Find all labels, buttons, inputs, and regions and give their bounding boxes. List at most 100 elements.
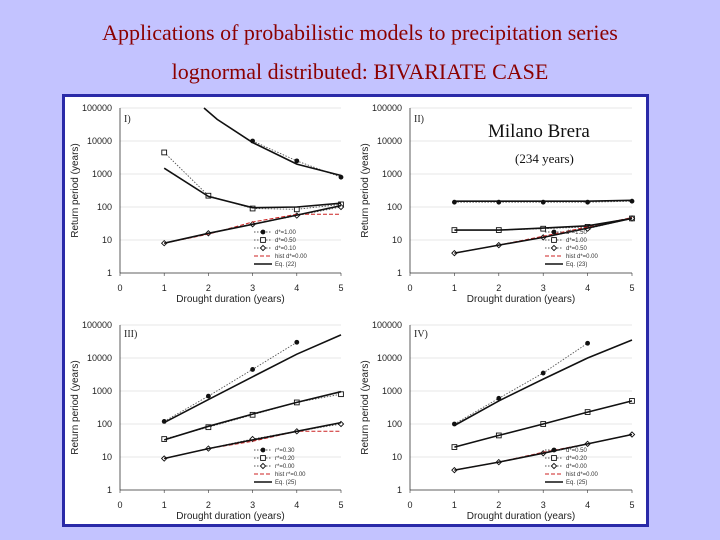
series-line	[454, 199, 633, 202]
panel-label: III)	[124, 329, 137, 340]
x-tick-label: 5	[338, 283, 343, 293]
legend-marker	[551, 447, 557, 453]
series-line	[163, 334, 342, 424]
y-tick-label: 100	[97, 419, 112, 429]
legend-label: d*=0.20	[566, 456, 588, 462]
data-point	[540, 370, 546, 376]
legend-label: d*=1.00	[275, 230, 297, 236]
series-line	[163, 152, 342, 210]
x-tick-label: 3	[250, 500, 255, 510]
legend-label: Eq. (25)	[275, 480, 296, 486]
legend-label: d*=1.50	[566, 230, 588, 236]
x-tick-label: 4	[294, 283, 299, 293]
y-tick-label: 1000	[382, 386, 402, 396]
legend-marker	[551, 229, 557, 235]
legend-label: Eq. (25)	[566, 480, 587, 486]
x-tick-label: 5	[629, 283, 634, 293]
x-tick-label: 3	[250, 283, 255, 293]
x-axis-label: Drought duration (years)	[176, 511, 284, 522]
x-tick-label: 0	[407, 500, 412, 510]
x-tick-label: 5	[629, 500, 634, 510]
legend-marker	[551, 237, 557, 243]
x-tick-label: 2	[496, 283, 501, 293]
y-axis-label: Return period (years)	[70, 360, 81, 454]
data-point	[585, 340, 590, 346]
series-group	[451, 198, 636, 257]
legend-marker	[259, 462, 267, 470]
data-point	[294, 158, 300, 164]
series-line	[454, 400, 633, 448]
y-tick-label: 100000	[82, 320, 112, 330]
y-tick-label: 100000	[372, 320, 402, 330]
series-group	[451, 339, 636, 474]
y-tick-label: 1	[397, 485, 402, 495]
legend: d*=0.50 d*=0.20 d*=0.00 hist d*=0.00 Eq. (25…	[545, 447, 599, 486]
y-tick-label: 10	[102, 235, 112, 245]
figure-frame	[62, 94, 649, 527]
y-tick-label: 1000	[92, 169, 112, 179]
y-axis-label: Return period (years)	[360, 143, 371, 237]
y-tick-label: 100000	[372, 103, 402, 113]
panel-label: II)	[414, 114, 424, 125]
y-tick-label: 10000	[87, 136, 112, 146]
series-line	[164, 213, 341, 244]
x-axis-label: Drought duration (years)	[467, 294, 575, 305]
x-axis-label: Drought duration (years)	[467, 511, 575, 522]
legend-label: d*=0.50	[275, 238, 297, 244]
series-group	[160, 107, 345, 247]
y-tick-label: 1000	[92, 386, 112, 396]
y-tick-label: 10	[392, 235, 402, 245]
legend-label: r*=0.30	[275, 448, 295, 454]
legend-label: d*=0.10	[275, 246, 297, 252]
series-line	[163, 341, 298, 422]
series-line	[164, 430, 341, 459]
y-tick-label: 100	[97, 202, 112, 212]
series-line	[454, 217, 633, 254]
legend-label: d*=0.00	[566, 464, 588, 470]
legend-label: d*=0.50	[566, 448, 588, 454]
station-name: Milano Brera	[488, 121, 590, 142]
x-tick-label: 2	[206, 500, 211, 510]
y-tick-label: 10000	[377, 136, 402, 146]
legend-marker	[259, 244, 267, 252]
series-line	[164, 204, 342, 244]
legend-marker	[260, 447, 266, 453]
data-point	[294, 339, 300, 345]
series-line	[454, 342, 588, 425]
panel-label: IV)	[414, 329, 428, 340]
y-tick-label: 1	[107, 268, 112, 278]
x-tick-label: 0	[117, 283, 122, 293]
x-axis-label: Drought duration (years)	[176, 294, 284, 305]
series-line	[454, 200, 633, 203]
title-line-1: Applications of probabilistic models to …	[102, 20, 618, 45]
x-tick-label: 1	[162, 500, 167, 510]
x-tick-label: 2	[496, 500, 501, 510]
x-tick-label: 2	[206, 283, 211, 293]
title-line-2: lognormal distributed: BIVARIATE CASE	[171, 59, 549, 84]
y-tick-label: 10	[392, 452, 402, 462]
legend-label: d*=0.50	[566, 246, 588, 252]
legend-label: r*=0.20	[275, 456, 295, 462]
x-tick-label: 4	[585, 500, 590, 510]
legend-marker	[550, 244, 558, 252]
series-line	[164, 421, 342, 460]
x-tick-label: 1	[162, 283, 167, 293]
legend-label: hist d*=0.00	[275, 254, 308, 260]
legend-label: hist d*=0.00	[566, 254, 599, 260]
y-tick-label: 10000	[377, 353, 402, 363]
series-group	[160, 334, 345, 462]
series-line	[454, 433, 633, 471]
data-point	[206, 393, 211, 399]
y-axis-label: Return period (years)	[70, 143, 81, 237]
y-tick-label: 1	[397, 268, 402, 278]
data-point	[249, 205, 256, 212]
series-line	[454, 217, 633, 231]
legend: d*=1.50 d*=1.00 d*=0.50 hist d*=0.00 Eq. (23…	[545, 229, 599, 268]
panel-label: I)	[124, 114, 131, 125]
y-tick-label: 10	[102, 452, 112, 462]
y-tick-label: 1	[107, 485, 112, 495]
